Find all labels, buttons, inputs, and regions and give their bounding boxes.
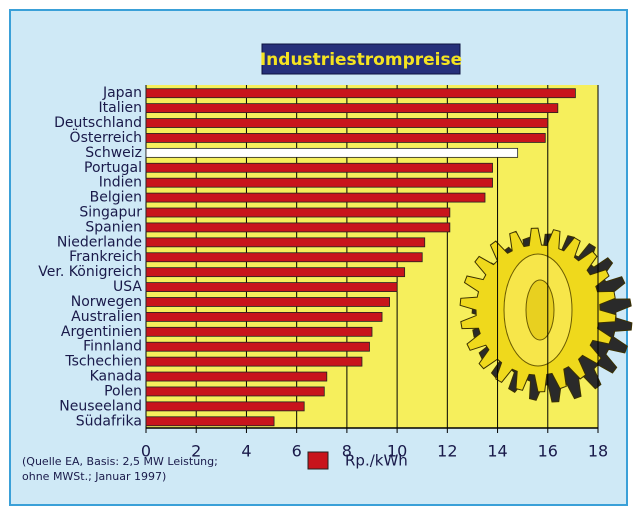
x-tick-label: 0 xyxy=(141,442,151,461)
x-tick-label: 12 xyxy=(437,442,457,461)
y-tick-label: Südafrika xyxy=(76,413,142,429)
y-tick-label: Ver. Königreich xyxy=(38,264,142,280)
y-tick-label: Australien xyxy=(71,309,142,325)
gear-hub-inner xyxy=(525,279,555,341)
bar xyxy=(145,133,546,143)
bar xyxy=(145,118,549,128)
y-tick-label: Frankreich xyxy=(69,249,142,265)
source-note: (Quelle EA, Basis: 2,5 MW Leistung; xyxy=(22,455,218,468)
y-tick-label: Deutschland xyxy=(54,115,142,131)
x-tick-label: 14 xyxy=(487,442,507,461)
y-tick-label: Tschechien xyxy=(64,354,142,370)
source-note: ohne MWSt.; Januar 1997) xyxy=(22,470,166,483)
bar xyxy=(145,282,398,292)
bar xyxy=(145,326,373,337)
y-tick-label: Belgien xyxy=(90,190,142,206)
x-tick-label: 18 xyxy=(588,442,608,461)
bar xyxy=(145,192,486,203)
y-tick-label: Schweiz xyxy=(85,145,142,161)
y-tick-label: Portugal xyxy=(84,160,142,176)
x-tick-label: 16 xyxy=(538,442,558,461)
x-tick-label: 2 xyxy=(191,442,201,461)
y-tick-label: Japan xyxy=(102,85,142,101)
bar xyxy=(145,386,325,397)
bar xyxy=(145,177,493,188)
bar xyxy=(145,237,426,248)
y-tick-label: Italien xyxy=(99,100,142,116)
y-tick-label: Polen xyxy=(104,383,142,399)
y-tick-label: Spanien xyxy=(85,219,142,235)
bar xyxy=(145,311,383,322)
bar xyxy=(145,356,363,367)
y-tick-label: Indien xyxy=(99,175,142,191)
bar xyxy=(145,416,275,427)
bar xyxy=(145,88,576,99)
y-tick-label: Singapur xyxy=(79,205,142,221)
legend-swatch xyxy=(307,451,329,470)
y-tick-label: Neuseeland xyxy=(59,398,142,414)
bar xyxy=(145,147,519,158)
gear-illustration xyxy=(459,227,633,403)
y-tick-label: Kanada xyxy=(90,369,142,385)
bar xyxy=(145,222,451,233)
bar xyxy=(145,207,451,218)
bar xyxy=(145,401,305,412)
y-tick-label: Niederlande xyxy=(57,234,142,250)
chart-title: Industriestrompreise xyxy=(260,50,462,70)
bar xyxy=(145,371,328,382)
y-tick-label: Argentinien xyxy=(61,324,142,340)
x-tick-label: 10 xyxy=(387,442,407,461)
x-tick-label: 8 xyxy=(342,442,352,461)
y-tick-label: USA xyxy=(113,279,142,295)
y-tick-label: Österreich xyxy=(70,128,142,146)
y-tick-label: Norwegen xyxy=(71,294,142,310)
bar xyxy=(145,297,390,307)
bar xyxy=(145,103,559,114)
x-tick-label: 6 xyxy=(292,442,302,461)
bar xyxy=(145,267,406,278)
x-tick-label: 4 xyxy=(241,442,251,461)
y-tick-label: Finnland xyxy=(83,339,142,355)
bar xyxy=(145,162,493,173)
bar xyxy=(145,341,370,352)
legend-label: Rp./kWh xyxy=(345,452,408,470)
title-box xyxy=(261,43,461,75)
bar xyxy=(145,252,423,263)
